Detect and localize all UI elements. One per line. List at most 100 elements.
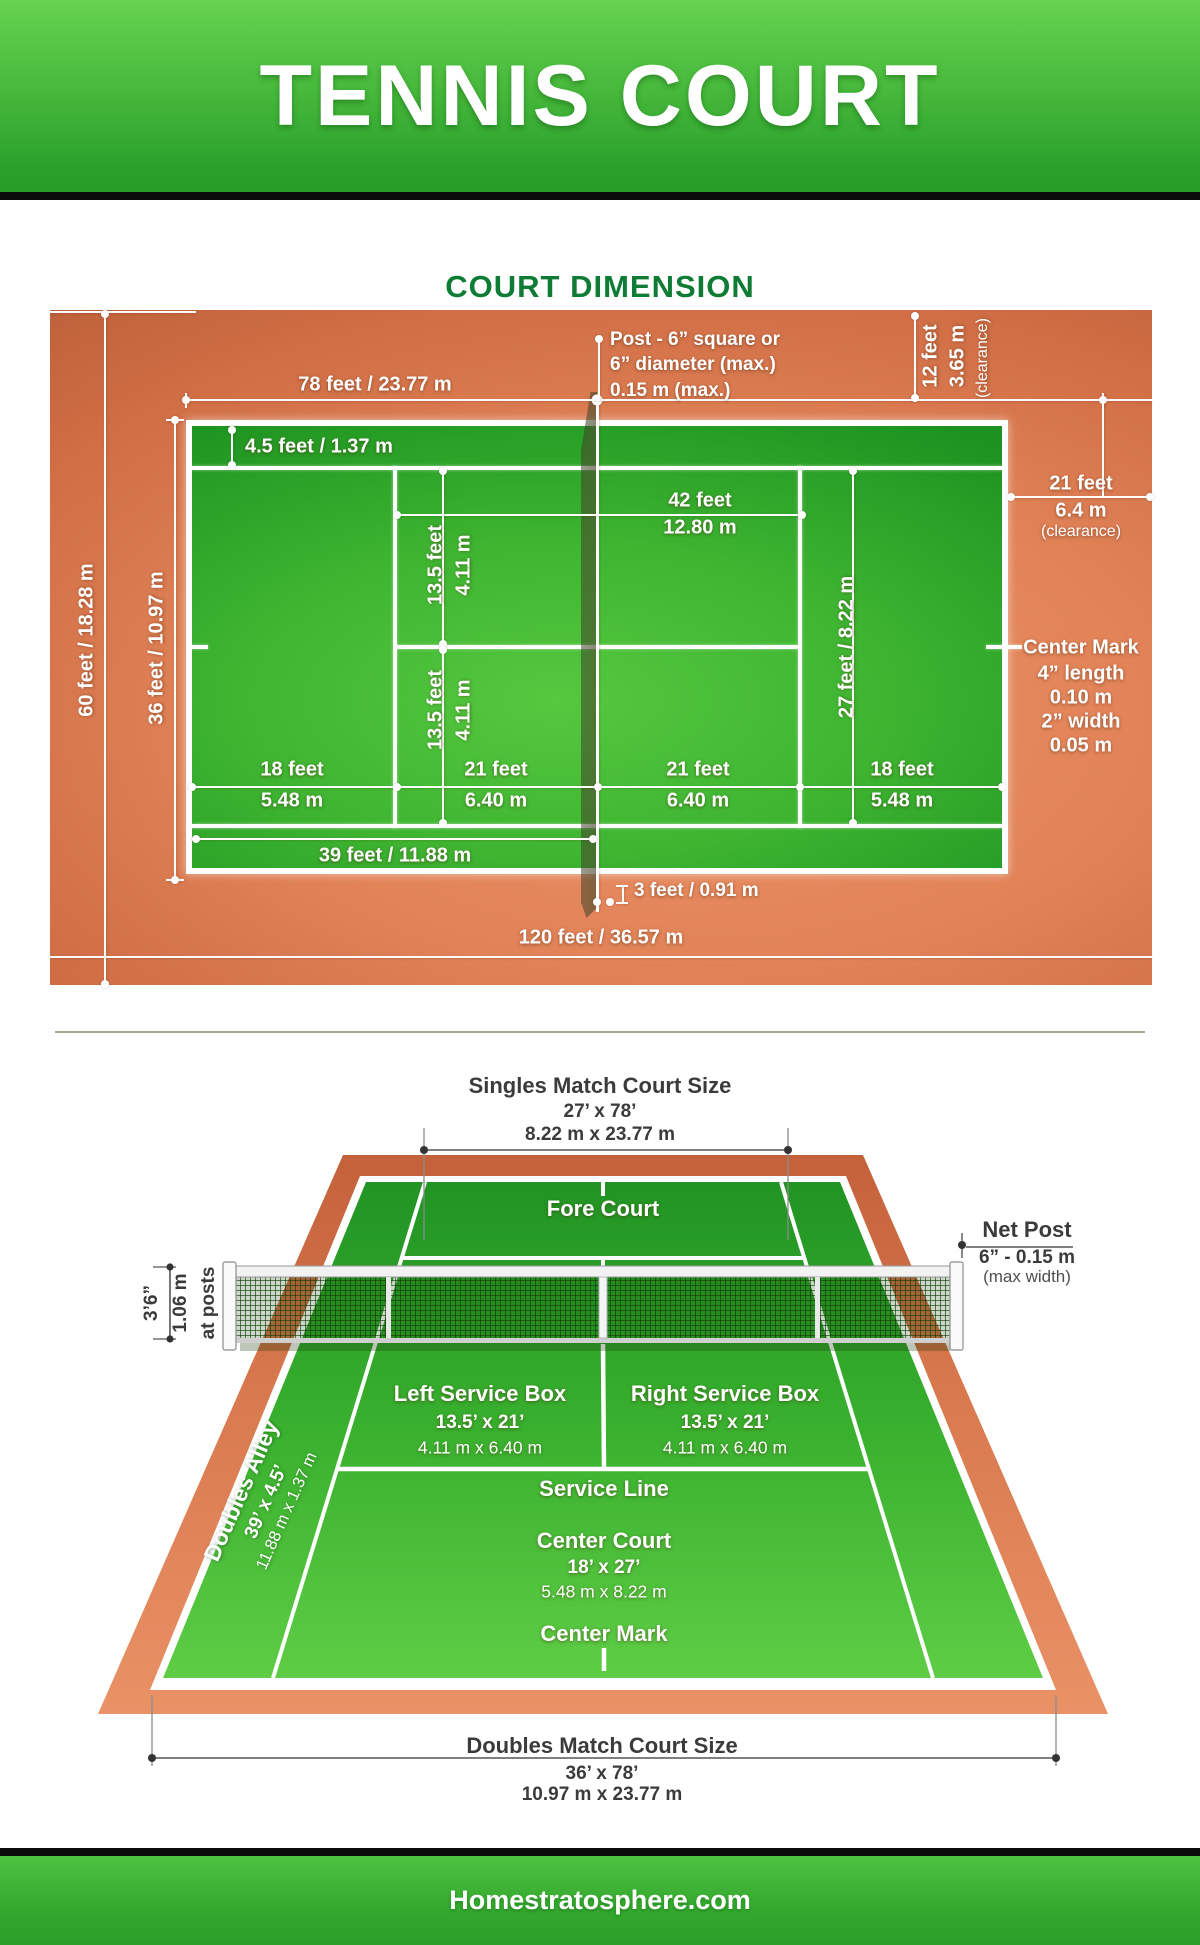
dim-label-39ft: 39 feet / 11.88 m: [318, 844, 472, 867]
dim-dot: [439, 819, 447, 827]
net-bottom-tape: [230, 1338, 962, 1343]
dim-dot: [228, 426, 236, 434]
post-note-line2: 6” diameter (max.): [610, 354, 776, 375]
dim-line-39ft: [192, 838, 597, 840]
dim-line-36ft: [174, 420, 176, 880]
left-service-box-title: Left Service Box: [393, 1381, 567, 1406]
dim-label-365m: 3.65 m: [946, 324, 969, 388]
dim-label-3ft: 3 feet / 0.91 m: [634, 880, 759, 901]
center-mark-right: [986, 645, 1022, 649]
dim-label-411m-l: 4.11 m: [452, 679, 475, 741]
net-height-ft: 3’6”: [141, 1285, 162, 1321]
left-service-box-m: 4.11 m x 6.40 m: [417, 1437, 543, 1458]
dim-dot: [1099, 396, 1107, 404]
perspective-drawing: [98, 1128, 1108, 1766]
dim-dot: [911, 394, 919, 402]
dim-line-135-upper: [442, 470, 444, 645]
dim-label-135ft-u: 13.5 feet: [424, 524, 447, 606]
dim-dot: [1007, 493, 1015, 501]
center-court-title: Center Court: [536, 1528, 672, 1553]
row-21ft-left: 21 feet: [464, 758, 528, 781]
page-title: TENNIS COURT: [259, 47, 941, 144]
row-640m-left: 6.40 m: [464, 789, 528, 812]
dim-dot: [911, 312, 919, 320]
dim-label-36ft: 36 feet / 10.97 m: [145, 571, 168, 725]
dim-label-27ft: 27 feet / 8.22 m: [835, 575, 858, 719]
dim-dot: [594, 783, 602, 791]
dim-dot: [1146, 493, 1154, 501]
dim-dot: [101, 980, 109, 988]
dim-label-clearance: (clearance): [974, 317, 991, 399]
net-mesh-tint: [230, 1277, 962, 1338]
right-service-box-ft: 13.5’ x 21’: [680, 1412, 770, 1433]
fore-court-label: Fore Court: [546, 1196, 660, 1221]
dim-dot: [849, 819, 857, 827]
dim-marker: [1052, 1754, 1060, 1762]
singles-stick-right: [815, 1277, 820, 1338]
dim-tick: [616, 902, 628, 904]
net-post-right: [949, 1261, 964, 1351]
dim-label-411m-u: 4.11 m: [452, 534, 475, 596]
dim-marker: [148, 1754, 156, 1762]
net-bottom-dot: [593, 898, 601, 906]
right-service-box-m: 4.11 m x 6.40 m: [662, 1437, 788, 1458]
dim-label-42ft: 42 feet: [668, 489, 732, 512]
section-divider: [55, 1031, 1145, 1033]
row-18ft-left: 18 feet: [260, 758, 324, 781]
dim-line-45ft: [231, 429, 233, 466]
footer-site-name: Homestratosphere.com: [449, 1885, 751, 1915]
net-mesh: [230, 1277, 962, 1338]
divider-bar-top: [0, 192, 1200, 200]
dim-dot: [393, 511, 401, 519]
singles-size-title: Singles Match Court Size: [468, 1073, 732, 1098]
center-mark-label: Center Mark: [540, 1621, 668, 1646]
footer-banner: Homestratosphere.com: [0, 1856, 1200, 1945]
court-perspective-diagram: [0, 1060, 1200, 1840]
dim-label-clearance2: (clearance): [1040, 523, 1122, 540]
center-mark-l5: 0.05 m: [1049, 734, 1113, 757]
dim-marker: [784, 1146, 792, 1154]
title-banner: TENNIS COURT: [0, 0, 1200, 192]
center-court-ft: 18’ x 27’: [567, 1557, 641, 1578]
dim-line-135-lower: [442, 649, 444, 824]
dim-marker: [166, 1335, 174, 1343]
dim-label-120ft: 120 feet / 36.57 m: [518, 926, 684, 949]
dim-label-1280m: 12.80 m: [663, 516, 737, 539]
court-plan-diagram: 60 feet / 18.28 m 36 feet / 10.97 m 78 f…: [50, 310, 1154, 988]
dim-dot: [439, 640, 447, 648]
dim-dot: [188, 783, 196, 791]
dim-dot: [182, 396, 190, 404]
dim-label-12ft: 12 feet: [919, 324, 942, 388]
doubles-size-m: 10.97 m x 23.77 m: [521, 1784, 683, 1805]
dim-line-21ft-clear: [1010, 496, 1151, 498]
clearance-corner-line: [1102, 401, 1104, 496]
dim-line-12ft: [914, 315, 916, 399]
singles-line-right: [779, 1181, 935, 1679]
dim-dot: [439, 467, 447, 475]
dim-line-27ft: [852, 470, 854, 824]
net-line: [596, 400, 599, 912]
dim-dot: [796, 783, 804, 791]
service-line-label: Service Line: [539, 1476, 669, 1501]
dim-label-60ft: 60 feet / 18.28 m: [75, 563, 98, 717]
dim-label-45ft: 4.5 feet / 1.37 m: [245, 435, 393, 458]
center-mark-l4: 2” width: [1041, 710, 1121, 733]
dim-line-60ft: [104, 313, 106, 985]
left-service-box-ft: 13.5’ x 21’: [435, 1412, 525, 1433]
dim-marker: [166, 1263, 174, 1271]
center-mark-l3: 0.10 m: [1049, 686, 1113, 709]
net-height-at-posts: at posts: [198, 1266, 219, 1340]
dim-dot: [228, 461, 236, 469]
singles-size-ft: 27’ x 78’: [563, 1101, 637, 1122]
divider-bar-bottom: [0, 1848, 1200, 1856]
net-center-strap: [598, 1276, 608, 1339]
dim-dot: [849, 467, 857, 475]
dim-dot: [606, 898, 614, 906]
dim-line-120ft: [50, 956, 1152, 958]
net-post-title: Net Post: [982, 1217, 1072, 1242]
net-height-m: 1.06 m: [170, 1273, 191, 1333]
section-heading: COURT DIMENSION: [445, 268, 755, 304]
singles-line-left: [271, 1181, 427, 1679]
row-18ft-right: 18 feet: [870, 758, 934, 781]
